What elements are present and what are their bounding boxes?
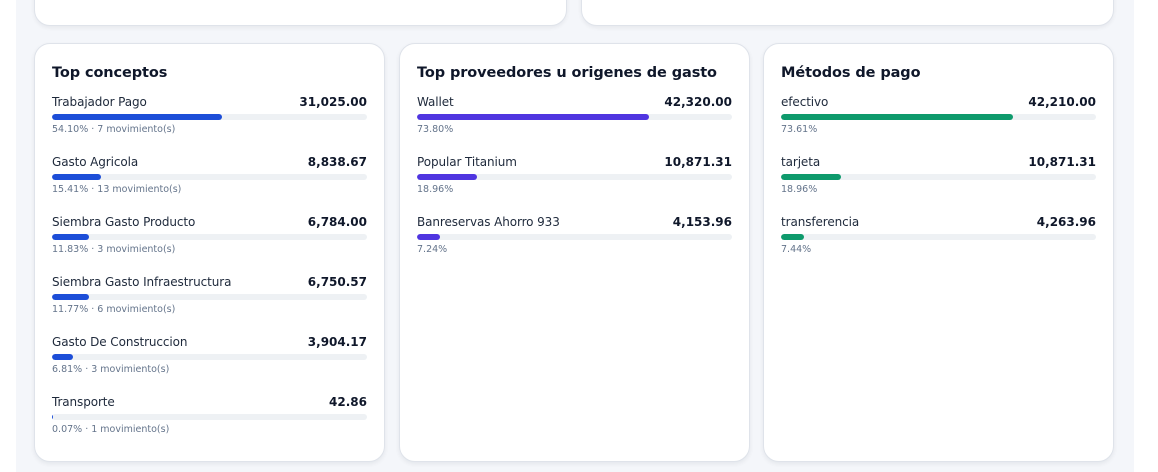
item-detail: 18.96% xyxy=(781,184,818,195)
conceptos-list: Trabajador Pago 31,025.00 54.10% · 7 mov… xyxy=(52,94,367,454)
list-item: tarjeta 10,871.31 18.96% xyxy=(781,154,1096,214)
progress-fill xyxy=(52,174,101,180)
item-detail: 73.80% xyxy=(417,124,454,135)
item-detail: 54.10% · 7 movimiento(s) xyxy=(52,124,176,135)
progress-fill xyxy=(52,414,54,420)
list-item: Wallet 42,320.00 73.80% xyxy=(417,94,732,154)
card-top-conceptos: Top conceptos Trabajador Pago 31,025.00 … xyxy=(34,43,385,462)
progress-fill xyxy=(781,174,841,180)
progress-track xyxy=(417,234,732,240)
item-detail: 15.41% · 13 movimiento(s) xyxy=(52,184,182,195)
item-detail: 11.83% · 3 movimiento(s) xyxy=(52,244,176,255)
metodos-list: efectivo 42,210.00 73.61% tarjeta 10,871… xyxy=(781,94,1096,274)
progress-fill xyxy=(417,234,440,240)
item-detail: 7.44% xyxy=(781,244,812,255)
item-amount: 6,784.00 xyxy=(307,215,367,229)
item-label: Siembra Gasto Producto xyxy=(52,215,196,229)
item-amount: 4,153.96 xyxy=(672,215,732,229)
item-label: efectivo xyxy=(781,95,829,109)
progress-track xyxy=(781,234,1096,240)
card-top-proveedores: Top proveedores u origenes de gasto Wall… xyxy=(399,43,750,462)
item-detail: 0.07% · 1 movimiento(s) xyxy=(52,424,170,435)
item-amount: 42,320.00 xyxy=(664,95,732,109)
progress-fill xyxy=(52,354,74,360)
item-amount: 6,750.57 xyxy=(307,275,367,289)
progress-track xyxy=(417,174,732,180)
item-amount: 10,871.31 xyxy=(1028,155,1096,169)
card-title: Top conceptos xyxy=(52,65,168,81)
item-amount: 4,263.96 xyxy=(1036,215,1096,229)
list-item: Banreservas Ahorro 933 4,153.96 7.24% xyxy=(417,214,732,274)
list-item: Transporte 42.86 0.07% · 1 movimiento(s) xyxy=(52,394,367,454)
list-item: Siembra Gasto Producto 6,784.00 11.83% ·… xyxy=(52,214,367,274)
item-detail: 11.77% · 6 movimiento(s) xyxy=(52,304,176,315)
progress-fill xyxy=(417,174,477,180)
progress-track xyxy=(781,114,1096,120)
item-amount: 8,838.67 xyxy=(307,155,367,169)
list-item: Gasto Agricola 8,838.67 15.41% · 13 movi… xyxy=(52,154,367,214)
item-label: Wallet xyxy=(417,95,454,109)
progress-track xyxy=(52,174,367,180)
item-amount: 31,025.00 xyxy=(299,95,367,109)
progress-fill xyxy=(781,114,1013,120)
item-detail: 7.24% xyxy=(417,244,448,255)
item-amount: 42,210.00 xyxy=(1028,95,1096,109)
item-label: Trabajador Pago xyxy=(52,95,147,109)
progress-track xyxy=(781,174,1096,180)
progress-fill xyxy=(781,234,805,240)
progress-fill xyxy=(52,114,223,120)
list-item: transferencia 4,263.96 7.44% xyxy=(781,214,1096,274)
proveedores-list: Wallet 42,320.00 73.80% Popular Titanium… xyxy=(417,94,732,274)
card-metodos-pago: Métodos de pago efectivo 42,210.00 73.61… xyxy=(763,43,1114,462)
progress-fill xyxy=(52,294,90,300)
progress-fill xyxy=(52,234,90,240)
item-label: tarjeta xyxy=(781,155,821,169)
item-amount: 3,904.17 xyxy=(307,335,367,349)
item-label: Gasto Agricola xyxy=(52,155,139,169)
progress-track xyxy=(52,294,367,300)
item-detail: 73.61% xyxy=(781,124,818,135)
item-detail: 18.96% xyxy=(417,184,454,195)
progress-track xyxy=(52,354,367,360)
item-amount: 10,871.31 xyxy=(664,155,732,169)
item-label: Gasto De Construccion xyxy=(52,335,188,349)
list-item: Trabajador Pago 31,025.00 54.10% · 7 mov… xyxy=(52,94,367,154)
list-item: Siembra Gasto Infraestructura 6,750.57 1… xyxy=(52,274,367,334)
item-label: transferencia xyxy=(781,215,860,229)
item-label: Popular Titanium xyxy=(417,155,517,169)
list-item: Popular Titanium 10,871.31 18.96% xyxy=(417,154,732,214)
item-label: Transporte xyxy=(52,395,115,409)
progress-track xyxy=(52,414,367,420)
card-title: Métodos de pago xyxy=(781,65,921,81)
progress-fill xyxy=(417,114,650,120)
progress-track xyxy=(417,114,732,120)
item-detail: 6.81% · 3 movimiento(s) xyxy=(52,364,170,375)
summary-card-partial-right xyxy=(581,0,1114,26)
item-label: Banreservas Ahorro 933 xyxy=(417,215,560,229)
list-item: efectivo 42,210.00 73.61% xyxy=(781,94,1096,154)
item-label: Siembra Gasto Infraestructura xyxy=(52,275,232,289)
card-title: Top proveedores u origenes de gasto xyxy=(417,65,717,81)
progress-track xyxy=(52,114,367,120)
summary-card-partial-left xyxy=(34,0,567,26)
progress-track xyxy=(52,234,367,240)
item-amount: 42.86 xyxy=(329,395,367,409)
list-item: Gasto De Construccion 3,904.17 6.81% · 3… xyxy=(52,334,367,394)
